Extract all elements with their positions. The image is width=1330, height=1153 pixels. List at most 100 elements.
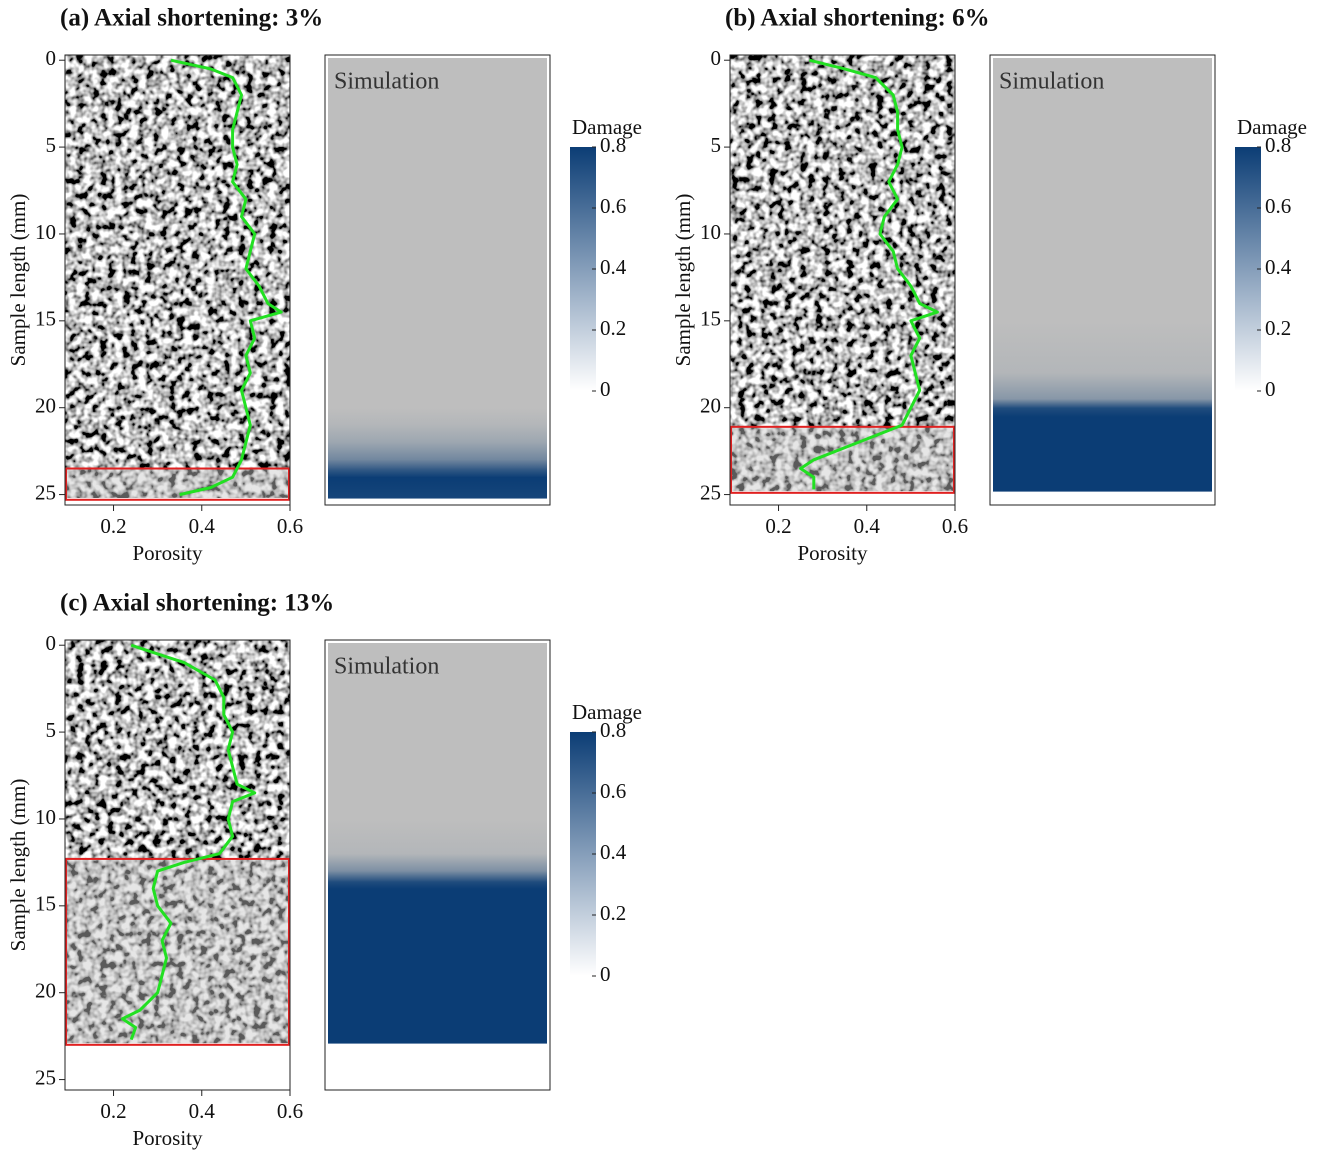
y-tick-label: 15	[35, 892, 56, 916]
colorbar-tick-label: 0.2	[600, 901, 626, 925]
colorbar-tick-label: 0.2	[1265, 316, 1291, 340]
colorbar-tick-label: 0.4	[1265, 255, 1292, 279]
x-tick-label: 0.6	[277, 1099, 303, 1123]
colorbar-tick-label: 0.4	[600, 840, 627, 864]
sim-frame	[324, 54, 551, 506]
y-tick-label: 10	[35, 805, 56, 829]
colorbar-label: Damage	[1237, 115, 1307, 139]
damage-segment	[328, 881, 547, 889]
colorbar-label: Damage	[572, 700, 642, 724]
colorbar	[570, 147, 596, 391]
y-tick-label: 10	[700, 220, 721, 244]
damage-segment	[328, 468, 547, 478]
colorbar-tick-label: 0.6	[600, 779, 626, 803]
sim-label: Simulation	[334, 69, 439, 95]
axes-frame	[64, 639, 291, 1091]
y-tick-label: 15	[35, 307, 56, 331]
x-tick-label: 0.6	[942, 514, 968, 538]
colorbar-tick-label: 0.6	[600, 194, 626, 218]
y-tick-label: 25	[700, 480, 721, 504]
damage-segment	[993, 372, 1212, 400]
y-tick-label: 25	[35, 1065, 56, 1089]
colorbar-tick-label: 0.6	[1265, 194, 1291, 218]
damage-segment	[328, 643, 547, 820]
y-tick-label: 25	[35, 480, 56, 504]
highlight-box	[730, 425, 955, 494]
y-tick-label: 5	[46, 718, 57, 742]
sim-frame	[324, 639, 551, 1091]
y-tick-label: 0	[46, 631, 57, 655]
highlight-box	[65, 467, 290, 501]
ct-image	[65, 640, 290, 1044]
panel-title: (c) Axial shortening: 13%	[60, 590, 334, 617]
damage-segment	[328, 58, 547, 409]
ct-texture	[730, 55, 955, 492]
x-axis-label: Porosity	[132, 1126, 203, 1150]
damage-segment	[328, 425, 547, 443]
damage-segment	[328, 485, 547, 499]
damage-segment	[993, 58, 1212, 322]
x-tick-label: 0.6	[277, 514, 303, 538]
y-tick-label: 0	[711, 46, 722, 70]
x-tick-label: 0.4	[189, 514, 216, 538]
panel-title: (b) Axial shortening: 6%	[725, 5, 990, 32]
colorbar-tick-label: 0.2	[600, 316, 626, 340]
ct-texture	[65, 55, 290, 499]
damage-segment	[328, 459, 547, 470]
y-tick-label: 20	[700, 394, 721, 418]
compacted-tint	[730, 426, 955, 492]
damage-segment	[328, 442, 547, 461]
sim-label: Simulation	[334, 654, 439, 680]
colorbar-tick-label: 0	[600, 962, 611, 986]
y-axis-label: Sample length (mm)	[671, 194, 695, 367]
x-tick-label: 0.2	[100, 1099, 126, 1123]
compacted-tint	[65, 468, 290, 499]
y-tick-label: 20	[35, 979, 56, 1003]
colorbar-tick-label: 0	[600, 377, 611, 401]
y-tick-label: 10	[35, 220, 56, 244]
sim-label: Simulation	[999, 69, 1104, 95]
porosity-line	[170, 58, 283, 497]
damage-segment	[328, 853, 547, 872]
ct-image	[65, 55, 290, 499]
colorbar-tick-label: 0.8	[600, 133, 626, 157]
x-tick-label: 0.2	[765, 514, 791, 538]
highlight-box	[65, 857, 290, 1046]
colorbar	[570, 732, 596, 976]
y-tick-label: 15	[700, 307, 721, 331]
sim-frame	[989, 54, 1216, 506]
porosity-line	[799, 58, 939, 490]
ct-image	[730, 55, 955, 492]
damage-segment	[993, 320, 1212, 374]
damage-segment	[328, 477, 547, 487]
x-axis-label: Porosity	[797, 541, 868, 565]
colorbar	[1235, 147, 1261, 391]
porosity-line	[120, 643, 257, 1041]
x-tick-label: 0.4	[854, 514, 881, 538]
colorbar-tick-label: 0.8	[1265, 133, 1291, 157]
colorbar-tick-label: 0.4	[600, 255, 627, 279]
damage-segment	[993, 407, 1212, 417]
axes-frame	[64, 54, 291, 506]
x-axis-label: Porosity	[132, 541, 203, 565]
x-tick-label: 0.2	[100, 514, 126, 538]
colorbar-tick-label: 0.8	[600, 718, 626, 742]
damage-segment	[328, 407, 547, 426]
y-tick-label: 5	[46, 133, 57, 157]
axes-frame	[729, 54, 956, 506]
damage-segment	[993, 416, 1212, 492]
y-axis-label: Sample length (mm)	[6, 779, 30, 952]
y-axis-label: Sample length (mm)	[6, 194, 30, 367]
damage-segment	[328, 871, 547, 883]
panel-title: (a) Axial shortening: 3%	[60, 5, 323, 32]
damage-segment	[993, 399, 1212, 409]
colorbar-label: Damage	[572, 115, 642, 139]
damage-segment	[328, 888, 547, 1044]
y-tick-label: 20	[35, 394, 56, 418]
compacted-tint	[65, 858, 290, 1044]
y-tick-label: 5	[711, 133, 722, 157]
ct-texture	[65, 640, 290, 1044]
x-tick-label: 0.4	[189, 1099, 216, 1123]
damage-segment	[328, 818, 547, 855]
